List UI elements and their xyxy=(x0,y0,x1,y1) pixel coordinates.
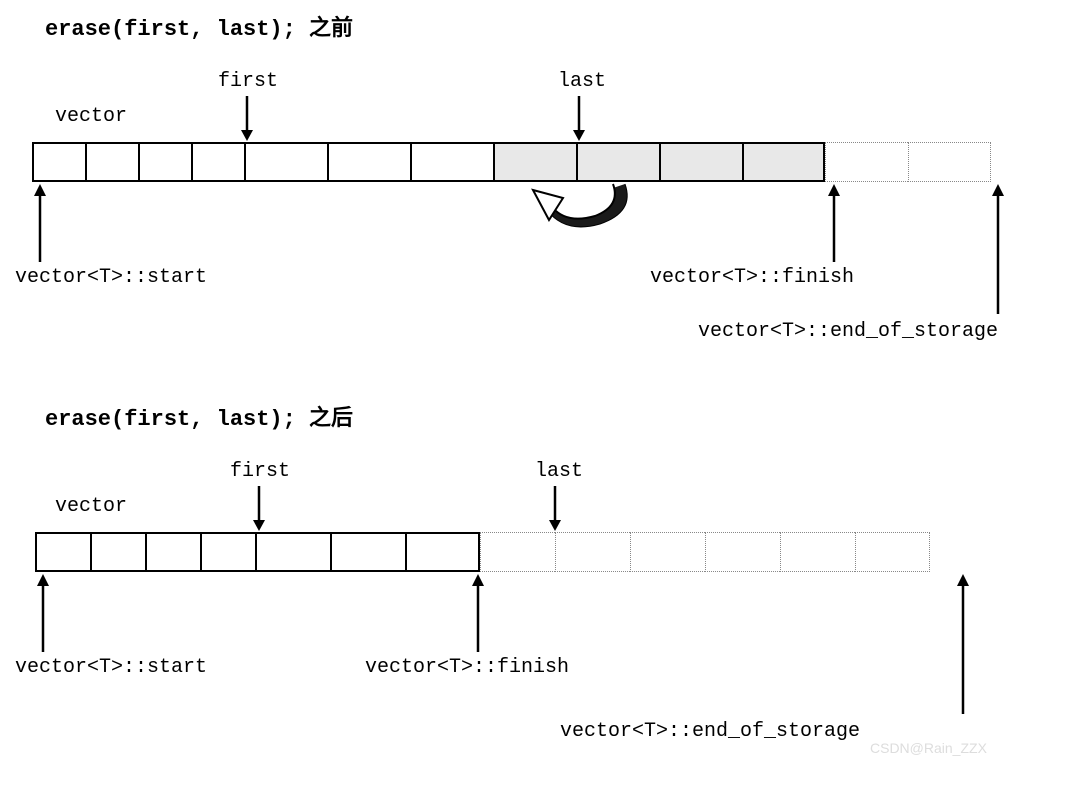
arrow-up-icon xyxy=(470,574,486,652)
vector-cell xyxy=(255,532,330,572)
curved-arrow-icon xyxy=(505,182,645,237)
diagram1-title: erase(first, last); 之前 xyxy=(45,10,353,42)
arrow-down-icon xyxy=(571,96,587,141)
vector-cell xyxy=(200,532,255,572)
vector-cell-dotted xyxy=(908,142,991,182)
vector-cell-dotted xyxy=(555,532,630,572)
diagram1-vector-row xyxy=(32,142,991,182)
diagram2-title: erase(first, last); 之后 xyxy=(45,400,353,432)
vector-cell-dotted xyxy=(855,532,930,572)
vector-cell-dotted xyxy=(705,532,780,572)
arrow-down-icon xyxy=(239,96,255,141)
diagram1-end-storage-label: vector<T>::end_of_storage xyxy=(698,320,998,343)
watermark: CSDN@Rain_ZZX xyxy=(870,740,987,756)
diagram2-finish-label: vector<T>::finish xyxy=(365,656,569,679)
arrow-down-icon xyxy=(547,486,563,531)
vector-cell xyxy=(405,532,480,572)
vector-cell-dotted xyxy=(780,532,855,572)
diagram2-end-storage-label: vector<T>::end_of_storage xyxy=(560,720,860,743)
diagram1-first-label: first xyxy=(218,70,278,93)
vector-cell xyxy=(138,142,191,182)
diagram-container: erase(first, last); 之前 first last vector xyxy=(0,0,1070,786)
vector-cell xyxy=(327,142,410,182)
vector-cell xyxy=(85,142,138,182)
vector-cell xyxy=(35,532,90,572)
diagram2-vector-row xyxy=(35,532,930,572)
vector-cell xyxy=(90,532,145,572)
diagram1-start-label: vector<T>::start xyxy=(15,266,207,289)
diagram1-vector-label: vector xyxy=(55,105,127,128)
vector-cell xyxy=(32,142,85,182)
diagram2-first-label: first xyxy=(230,460,290,483)
vector-cell xyxy=(330,532,405,572)
vector-cell xyxy=(145,532,200,572)
arrow-up-icon xyxy=(32,184,48,262)
diagram2-start-label: vector<T>::start xyxy=(15,656,207,679)
vector-cell-shaded xyxy=(659,142,742,182)
vector-cell xyxy=(410,142,493,182)
diagram1-finish-label: vector<T>::finish xyxy=(650,266,854,289)
diagram2-vector-label: vector xyxy=(55,495,127,518)
vector-cell xyxy=(191,142,244,182)
vector-cell-shaded xyxy=(576,142,659,182)
arrow-up-icon xyxy=(35,574,51,652)
diagram1-last-label: last xyxy=(558,70,606,93)
diagram2-last-label: last xyxy=(535,460,583,483)
vector-cell-dotted xyxy=(630,532,705,572)
arrow-down-icon xyxy=(251,486,267,531)
vector-cell-dotted xyxy=(825,142,908,182)
arrow-up-icon xyxy=(955,574,971,714)
vector-cell-shaded xyxy=(493,142,576,182)
vector-cell xyxy=(244,142,327,182)
vector-cell-dotted xyxy=(480,532,555,572)
arrow-up-icon xyxy=(990,184,1006,314)
vector-cell-shaded xyxy=(742,142,825,182)
arrow-up-icon xyxy=(826,184,842,262)
